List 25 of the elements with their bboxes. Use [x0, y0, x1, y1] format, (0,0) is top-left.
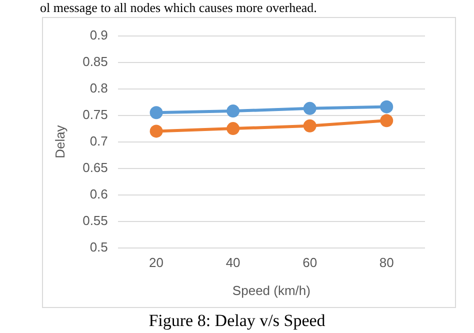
y-tick-label: 0.75	[82, 106, 108, 122]
point	[303, 102, 316, 115]
y-tick-label: 0.8	[90, 80, 108, 96]
x-axis-title: Speed (km/h)	[232, 282, 310, 298]
text: ol message to all nodes which causes more overhead.	[40, 0, 317, 15]
point	[380, 114, 394, 128]
point	[303, 119, 316, 132]
y-tick-label: 0.65	[82, 160, 108, 175]
y-tick-label: 0.5	[90, 239, 108, 254]
point	[150, 106, 163, 120]
point	[380, 100, 394, 114]
y-tick-label: 0.7	[90, 133, 108, 148]
text: Figure 8: Delay v/s Speed	[148, 311, 326, 331]
y-tick-label: 0.6	[90, 186, 108, 202]
x-tick-label: 80	[379, 255, 394, 270]
x-tick-label: 40	[226, 255, 240, 270]
y-axis-title: Delay	[52, 124, 68, 158]
x-tick-label: 20	[149, 255, 164, 270]
y-tick-label: 0.85	[82, 54, 108, 69]
point	[226, 104, 240, 118]
x-tick-label: 60	[302, 255, 318, 270]
point	[150, 124, 163, 138]
y-tick-label: 0.55	[82, 212, 108, 228]
y-tick-label: 0.9	[90, 27, 108, 42]
point	[226, 122, 240, 136]
